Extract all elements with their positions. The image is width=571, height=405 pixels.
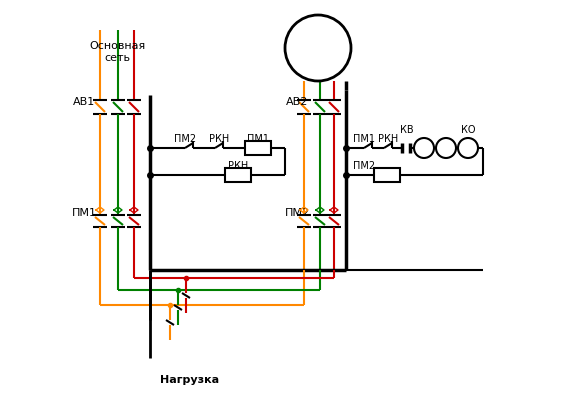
Text: АВ2: АВ2	[286, 97, 308, 107]
Bar	[225, 168, 251, 182]
Text: ПМ2: ПМ2	[353, 161, 375, 171]
Circle shape	[458, 138, 478, 158]
Circle shape	[436, 138, 456, 158]
Text: ПМ1: ПМ1	[247, 134, 269, 144]
Text: КО: КО	[461, 125, 475, 135]
Text: АВ1: АВ1	[73, 97, 95, 107]
Text: ПМ1: ПМ1	[72, 208, 97, 218]
Text: ПМ1: ПМ1	[353, 134, 375, 144]
Text: ПМ2: ПМ2	[285, 208, 310, 218]
Bar	[245, 141, 271, 155]
Text: РКН: РКН	[228, 161, 248, 171]
Bar	[374, 168, 400, 182]
Text: Нагрузка: Нагрузка	[160, 375, 220, 385]
Text: Основная
сеть: Основная сеть	[89, 41, 145, 63]
Text: ПМ2: ПМ2	[174, 134, 196, 144]
Text: КВ: КВ	[400, 125, 414, 135]
Text: РКН: РКН	[378, 134, 398, 144]
Circle shape	[414, 138, 434, 158]
Circle shape	[285, 15, 351, 81]
Text: РКН: РКН	[209, 134, 229, 144]
Text: Г: Г	[312, 38, 324, 58]
